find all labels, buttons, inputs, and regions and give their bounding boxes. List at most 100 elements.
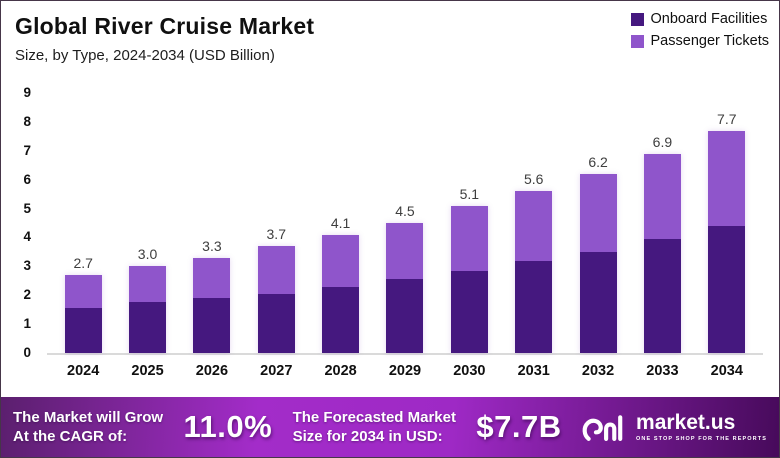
legend-label: Passenger Tickets [650,33,769,49]
bar-segment-passenger-tickets [643,153,681,239]
y-tick-label: 6 [23,171,31,187]
cagr-label: The Market will Grow At the CAGR of: [13,408,163,447]
x-tick-label: 2025 [131,363,164,379]
y-tick-label: 8 [23,113,31,129]
bar-segment-onboard-facilities [322,286,360,353]
forecast-label-line1: The Forecasted Market [292,408,456,426]
bar-segment-passenger-tickets [64,275,102,309]
x-tick-label: 2034 [710,363,743,379]
legend-item-onboard-facilities: Onboard Facilities [630,11,769,27]
marketus-logo: market.us ONE STOP SHOP FOR THE REPORTS [582,409,767,445]
y-axis: 0 1 2 3 4 5 6 7 8 9 [1,85,47,360]
legend-swatch [630,12,644,26]
bar-segment-onboard-facilities [579,251,617,353]
bar-stack [708,130,746,353]
bar-segment-onboard-facilities [193,298,231,353]
legend: Onboard Facilities Passenger Tickets [630,11,769,49]
bar-segment-passenger-tickets [450,205,488,271]
bar-stack [515,191,553,353]
bar-stack [643,153,681,353]
marketus-logo-icon [582,415,623,441]
x-tick-label: 2024 [67,363,100,379]
logo-name: market.us [636,411,736,434]
bar-total-label: 5.1 [459,185,480,202]
bar-column: 4.1 [308,215,372,353]
bar-segment-passenger-tickets [386,223,424,280]
bar-stack [257,246,295,353]
bar-segment-passenger-tickets [257,246,295,294]
bar-total-label: 5.6 [523,171,544,188]
bar-column: 4.5 [373,203,437,353]
bar-column: 2.7 [51,255,115,353]
logo-text: market.us ONE STOP SHOP FOR THE REPORTS [636,412,767,442]
x-tick-label: 2030 [453,363,486,379]
bar-segment-onboard-facilities [643,238,681,353]
bar-column: 6.9 [630,134,694,353]
forecast-value: $7.7B [476,409,562,444]
bar-stack [579,173,617,353]
bar-column: 3.3 [180,238,244,353]
bar-segment-passenger-tickets [708,130,746,226]
bar-total-label: 3.0 [137,246,158,263]
y-tick-label: 2 [23,287,31,303]
forecast-label-line2: Size for 2034 in USD: [292,428,443,445]
bar-column: 7.7 [695,111,759,353]
bar-column: 6.2 [566,154,630,353]
bar-column: 3.0 [115,246,179,353]
forecast-label: The Forecasted Market Size for 2034 in U… [293,408,456,447]
y-tick-label: 4 [23,229,31,245]
highlight-banner: The Market will Grow At the CAGR of: 11.… [1,397,779,457]
cagr-value: 11.0% [183,409,273,444]
bar-segment-passenger-tickets [322,234,360,287]
legend-label: Onboard Facilities [650,11,768,27]
bar-segment-onboard-facilities [515,260,553,353]
x-tick-label: 2026 [195,363,229,379]
x-axis-labels: 2024 2025 2026 2027 2028 2029 2030 2031 2032 2033… [47,363,763,379]
bar-column: 5.6 [502,171,566,353]
bar-segment-onboard-facilities [708,225,746,353]
bar-total-label: 3.7 [266,226,286,243]
bar-stack [129,266,167,353]
bar-stack [386,223,424,353]
legend-item-passenger-tickets: Passenger Tickets [630,33,769,49]
bar-segment-onboard-facilities [129,302,167,353]
bar-stack [64,275,102,353]
y-tick-label: 0 [23,345,31,360]
bar-segment-onboard-facilities [257,293,295,353]
stacked-bar-chart: 0 1 2 3 4 5 6 7 8 9 2.7 3.0 3.3 3.7 4.1 4.5 5.1 5.6 6.2 6.… [1,85,779,379]
bar-total-label: 3.3 [202,237,222,254]
bar-total-label: 4.5 [395,203,415,220]
y-tick-label: 7 [23,142,31,158]
chart-body: 0 1 2 3 4 5 6 7 8 9 2.7 3.0 3.3 3.7 4.1 4.5 5.1 5.6 6.2 6.… [1,85,779,379]
y-tick-label: 9 [23,85,31,100]
bar-segment-passenger-tickets [515,191,553,261]
bar-total-label: 2.7 [73,255,93,272]
x-tick-label: 2028 [324,363,357,379]
bar-segment-onboard-facilities [64,308,102,353]
cagr-label-line1: The Market will Grow [13,408,164,426]
bar-total-label: 7.7 [717,110,737,127]
bar-column: 3.7 [244,226,308,353]
y-tick-label: 1 [23,316,31,332]
legend-swatch [630,34,644,48]
bar-segment-onboard-facilities [450,270,488,353]
bar-segment-passenger-tickets [129,266,167,303]
bar-segment-onboard-facilities [386,279,424,353]
bar-total-label: 6.9 [652,133,673,150]
bar-segment-passenger-tickets [193,257,231,299]
x-tick-label: 2033 [646,363,679,379]
cagr-label-line2: At the CAGR of: [13,428,128,445]
x-tick-label: 2027 [260,363,293,379]
x-tick-label: 2031 [517,363,550,379]
bar-total-label: 6.2 [588,153,608,170]
x-tick-label: 2029 [388,363,422,379]
plot-area: 2.7 3.0 3.3 3.7 4.1 4.5 5.1 5.6 6.2 6.9 7.7 [47,93,763,355]
x-tick-label: 2032 [581,363,615,379]
bar-segment-passenger-tickets [579,173,617,252]
bar-stack [450,205,488,353]
chart-subtitle: Size, by Type, 2024-2034 (USD Billion) [15,47,275,64]
bar-stack [322,234,360,353]
bar-total-label: 4.1 [330,214,351,231]
page-title: Global River Cruise Market [15,13,315,39]
